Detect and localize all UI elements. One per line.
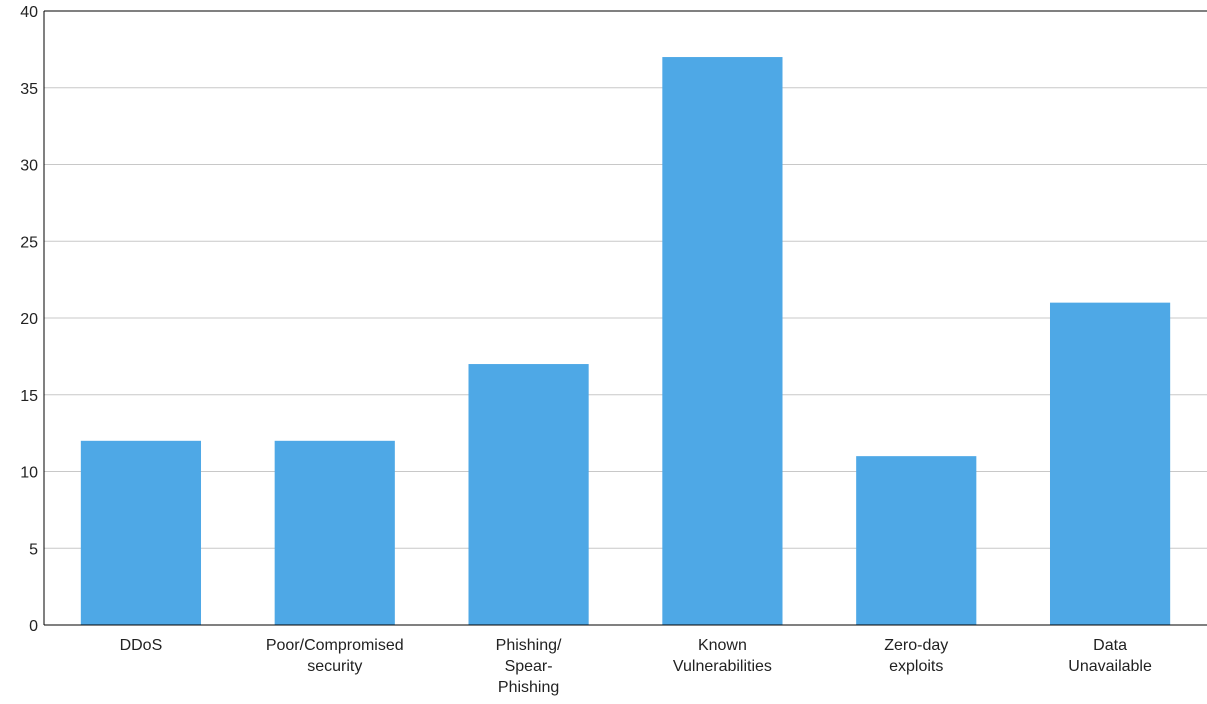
x-tick-label: security (307, 658, 362, 675)
y-tick-label: 25 (20, 234, 38, 251)
x-tick-label: Data (1093, 637, 1127, 654)
bars (80, 57, 1171, 626)
bar (274, 440, 395, 625)
gridlines (44, 87, 1207, 549)
bar (468, 364, 589, 625)
y-tick-label: 5 (29, 541, 38, 558)
y-tick-label: 35 (20, 81, 38, 98)
bar (1049, 302, 1171, 625)
bar (662, 57, 783, 626)
x-tick-label: Known (698, 637, 747, 654)
x-tick-label: Unavailable (1068, 658, 1152, 675)
bar (856, 456, 977, 625)
x-tick-label: Poor/Compromised (266, 637, 404, 654)
x-tick-label: Zero-day (884, 637, 948, 654)
axes (43, 10, 1207, 626)
x-tick-label: Phishing (498, 679, 559, 696)
y-tick-label: 15 (20, 388, 38, 405)
x-tick-label: Phishing/ (496, 637, 562, 654)
y-tick-label: 0 (29, 618, 38, 635)
y-tick-label: 40 (20, 4, 38, 21)
x-tick-label: exploits (889, 658, 943, 675)
y-tick-label: 30 (20, 158, 38, 175)
x-tick-label: Vulnerabilities (673, 658, 772, 675)
y-tick-labels: 0 5 10 15 20 25 30 35 40 (20, 4, 38, 635)
category-labels: DDoS Poor/Compromised security Phishing/Spe… (120, 637, 1152, 696)
bar (80, 440, 202, 625)
y-tick-label: 20 (20, 311, 38, 328)
x-tick-label: Spear- (505, 658, 553, 675)
x-tick-label: DDoS (120, 637, 163, 654)
y-tick-label: 10 (20, 465, 38, 482)
